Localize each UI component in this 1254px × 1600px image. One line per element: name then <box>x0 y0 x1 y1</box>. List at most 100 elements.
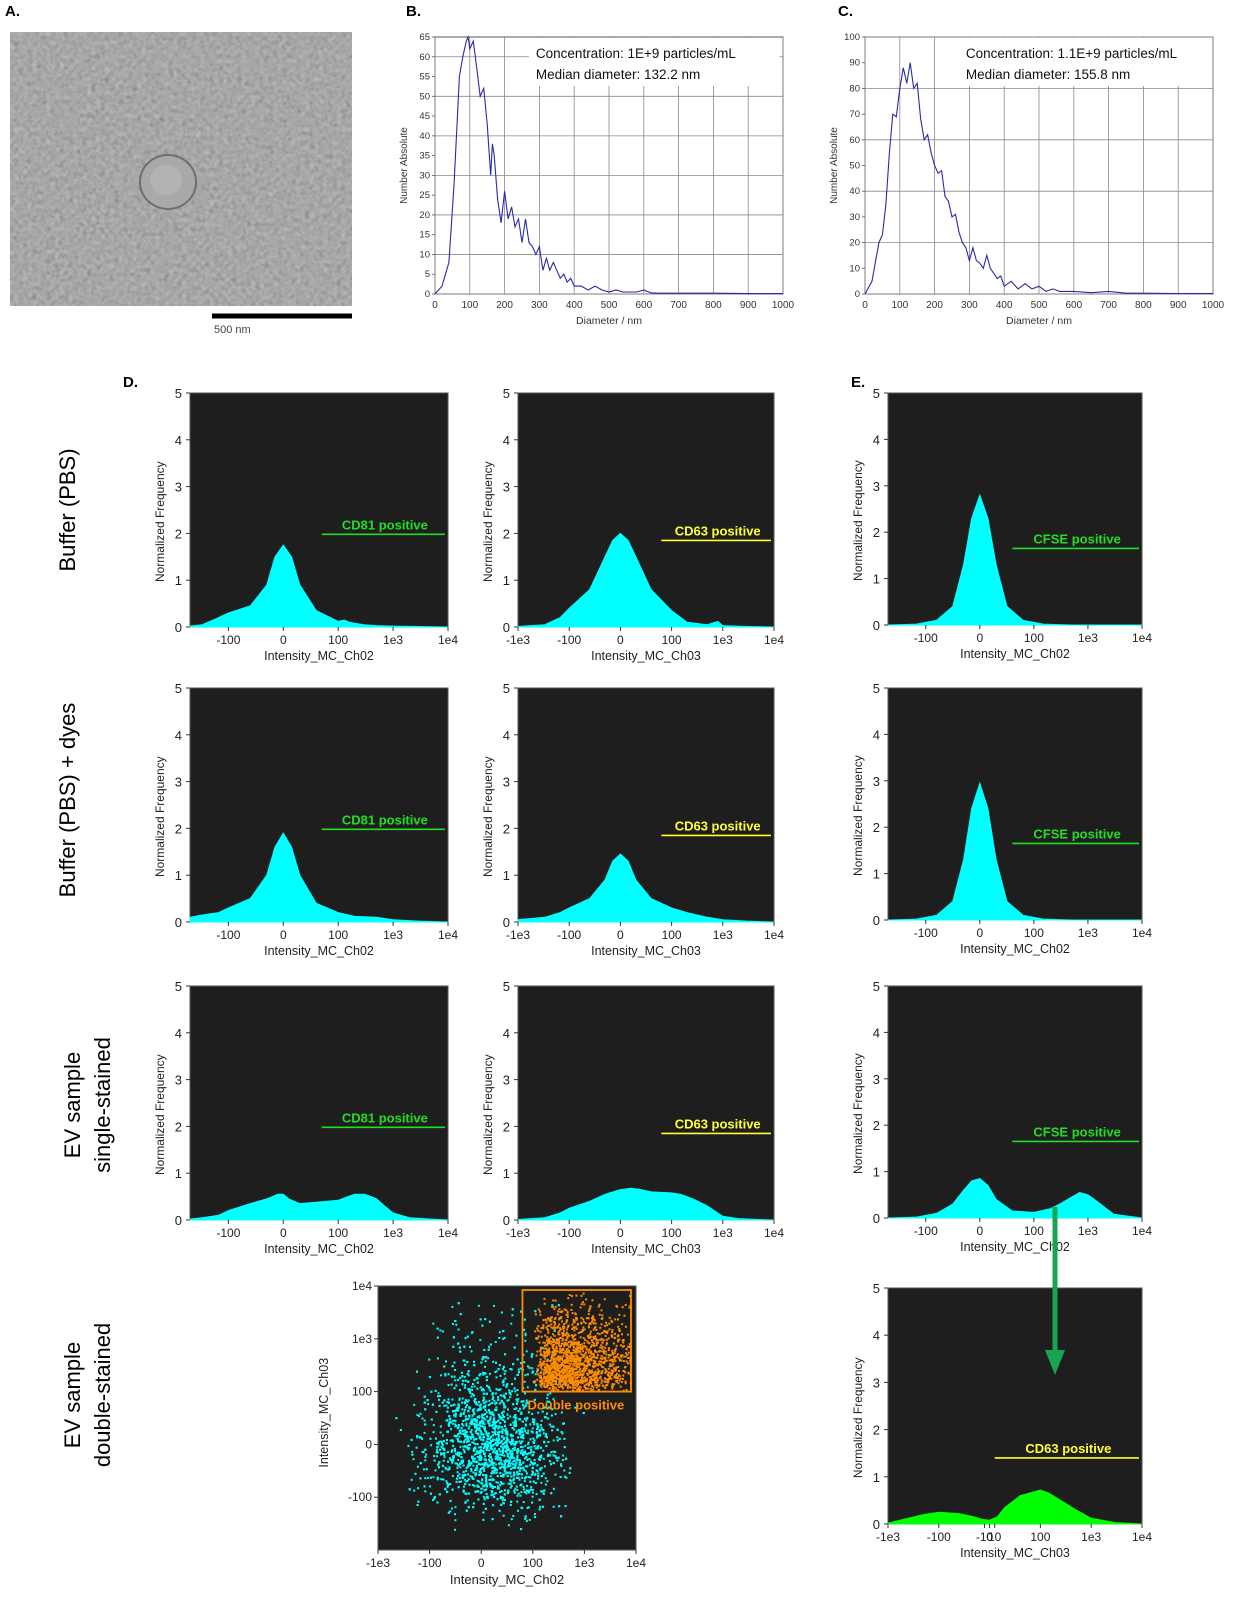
y-tick-label: 50 <box>419 91 430 102</box>
y-tick-label: 0 <box>175 915 182 930</box>
plot-area <box>189 392 449 628</box>
y-axis-label: Number Absolute <box>829 127 840 204</box>
x-tick-label: 0 <box>280 928 287 942</box>
histogram-d1: CD81 positive 0 1 2 3 4 5 -100 0 100 1e3 1e4 Intensi… <box>153 386 458 663</box>
y-tick-label: 4 <box>175 433 182 448</box>
y-tick-label: 5 <box>873 979 880 994</box>
x-tick-label: 100 <box>1024 926 1044 940</box>
scatter-points <box>395 1292 632 1531</box>
plot-area <box>189 687 449 923</box>
y-tick-label: 5 <box>873 386 880 401</box>
x-tick-label: 0 <box>478 1556 485 1570</box>
x-axis-label: Intensity_MC_Ch02 <box>450 1572 564 1587</box>
x-tick-label: 800 <box>705 300 722 311</box>
y-tick-label: 5 <box>503 386 510 401</box>
y-tick-label: 10 <box>419 249 430 260</box>
y-axis-label: Normalized Frequency <box>153 461 167 582</box>
y-tick-label: 1 <box>175 868 182 883</box>
x-tick-label: -100 <box>216 1226 240 1240</box>
y-tick-label: 5 <box>873 1281 880 1296</box>
x-tick-label: 600 <box>635 300 652 311</box>
x-tick-label: 1e4 <box>626 1556 646 1570</box>
vesicle <box>139 154 197 210</box>
plot-area <box>517 985 775 1221</box>
gate-label: CD81 positive <box>342 517 428 532</box>
y-tick-label: 1 <box>873 1165 880 1180</box>
y-tick-label: 0 <box>365 1437 372 1451</box>
y-tick-label: 5 <box>175 386 182 401</box>
x-tick-label: 400 <box>566 300 583 311</box>
y-tick-label: 20 <box>849 238 860 249</box>
x-tick-label: 1e3 <box>383 1226 403 1240</box>
y-tick-label: 0 <box>873 913 880 928</box>
x-tick-label: 1e4 <box>764 633 784 647</box>
x-tick-label: 1e4 <box>1132 1530 1152 1544</box>
plot-area <box>189 985 449 1221</box>
annotation-text: Median diameter: 132.2 nm <box>536 67 700 82</box>
x-tick-label: -1e3 <box>506 633 530 647</box>
y-tick-label: -100 <box>348 1490 372 1504</box>
y-tick-label: 1 <box>873 572 880 587</box>
y-tick-label: 0 <box>175 1213 182 1228</box>
y-tick-label: 70 <box>849 109 860 120</box>
x-tick-label: 100 <box>1030 1530 1050 1544</box>
x-tick-label: 0 <box>617 928 624 942</box>
x-tick-label: 1e3 <box>713 1226 733 1240</box>
x-tick-label: 1e3 <box>713 633 733 647</box>
x-tick-label: 100 <box>1024 1224 1044 1238</box>
gate-label: CD63 positive <box>675 1116 761 1131</box>
x-tick-label: -1e3 <box>366 1556 390 1570</box>
y-axis-label: Normalized Frequency <box>481 756 495 877</box>
x-axis-label: Intensity_MC_Ch02 <box>960 942 1070 956</box>
x-axis-label: Intensity_MC_Ch03 <box>591 1242 701 1256</box>
y-tick-label: 0 <box>503 915 510 930</box>
y-tick-label: 100 <box>844 32 860 43</box>
y-axis-label: Normalized Frequency <box>851 460 865 581</box>
y-tick-label: 80 <box>849 83 860 94</box>
y-tick-label: 2 <box>873 525 880 540</box>
x-tick-label: -100 <box>557 1226 581 1240</box>
y-tick-label: 15 <box>419 230 430 241</box>
panel-letter-d: D. <box>123 374 138 391</box>
x-tick-label: 1e4 <box>438 928 458 942</box>
x-tick-label: -100 <box>418 1556 442 1570</box>
double-positive-gate[interactable] <box>521 1289 632 1393</box>
x-tick-label: 0 <box>432 300 438 311</box>
x-tick-label: -100 <box>914 631 938 645</box>
y-tick-label: 3 <box>873 1072 880 1087</box>
y-tick-label: 3 <box>503 1073 510 1088</box>
histogram-d4: CD63 positive 0 1 2 3 4 5 -1e3 -100 0 100 1e3 1e4 Int… <box>481 681 784 958</box>
y-tick-label: 1 <box>175 573 182 588</box>
y-tick-label: 3 <box>175 1073 182 1088</box>
gate-label: CD63 positive <box>1025 1441 1111 1456</box>
x-tick-label: 0 <box>986 1530 993 1544</box>
x-tick-label: 700 <box>670 300 687 311</box>
x-tick-label: 400 <box>996 300 1013 311</box>
histogram-d5: CD81 positive 0 1 2 3 4 5 -100 0 100 1e3 1e4 Intensi… <box>153 979 458 1256</box>
y-tick-label: 10 <box>849 263 860 274</box>
x-tick-label: 100 <box>461 300 478 311</box>
histogram-area <box>189 544 449 628</box>
y-tick-label: 0 <box>855 289 860 300</box>
x-tick-label: 200 <box>926 300 943 311</box>
y-tick-label: 3 <box>503 480 510 495</box>
y-tick-label: 55 <box>419 72 430 83</box>
gate-label: CFSE positive <box>1033 531 1120 546</box>
x-axis-label: Intensity_MC_Ch02 <box>264 649 374 663</box>
y-axis-label: Normalized Frequency <box>153 756 167 877</box>
histogram-e2: CFSE positive 0 1 2 3 4 5 -100 0 100 1e3 1e4 Intensi… <box>851 681 1152 956</box>
x-tick-label: 1e4 <box>1132 926 1152 940</box>
y-tick-label: 5 <box>175 979 182 994</box>
x-tick-label: -100 <box>216 633 240 647</box>
y-tick-label: 2 <box>175 821 182 836</box>
x-tick-label: 1e4 <box>1132 631 1152 645</box>
y-tick-label: 3 <box>175 480 182 495</box>
plot-area <box>517 687 775 923</box>
y-tick-label: 1e4 <box>352 1279 372 1293</box>
x-tick-label: 100 <box>662 928 682 942</box>
y-tick-label: 35 <box>419 151 430 162</box>
y-tick-label: 5 <box>503 979 510 994</box>
y-tick-label: 1 <box>503 573 510 588</box>
x-tick-label: 1e4 <box>438 1226 458 1240</box>
y-tick-label: 4 <box>873 432 880 447</box>
